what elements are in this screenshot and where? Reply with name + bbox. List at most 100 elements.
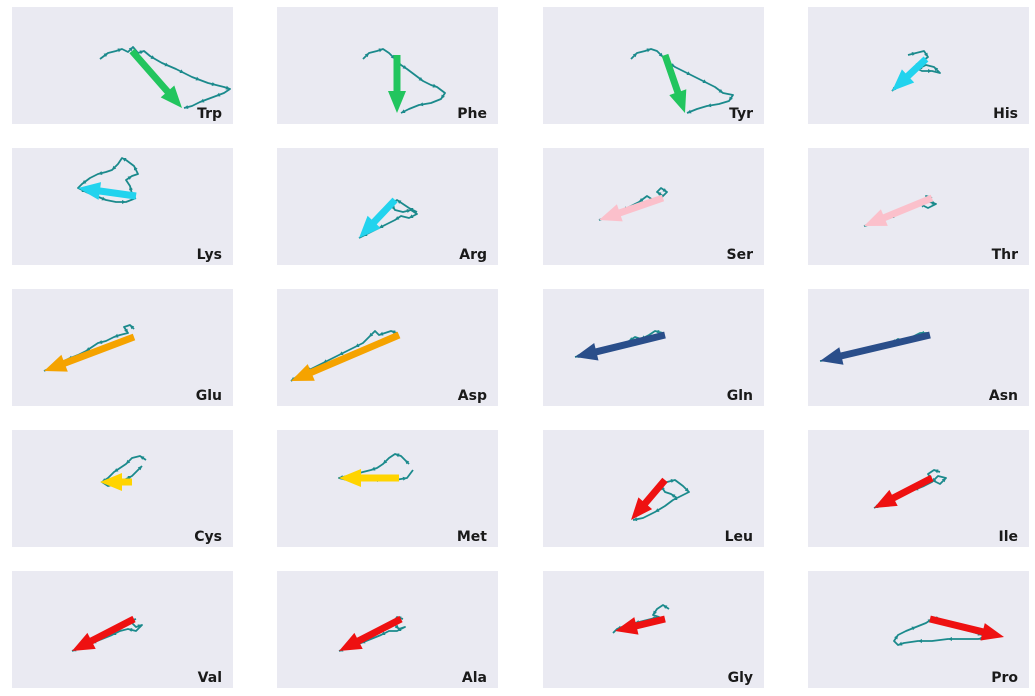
panel-his: His (808, 7, 1029, 124)
resultant-arrow (100, 473, 132, 491)
panel-ala: Ala (277, 571, 498, 688)
panel-plot (362, 48, 446, 114)
trace-arrowhead (948, 637, 952, 641)
trace-arrowhead (655, 330, 660, 334)
trace-arrowhead (646, 48, 651, 53)
panel-met: Met (277, 430, 498, 547)
panel-asp: Asp (277, 289, 498, 406)
trace-arrowhead (702, 79, 707, 83)
panel-plot (338, 453, 414, 487)
trace-arrowhead (402, 476, 407, 481)
trace-arrowhead (671, 494, 676, 498)
resultant-arrow (339, 615, 403, 651)
panel-plot (630, 48, 734, 114)
trace-arrowhead (150, 55, 155, 59)
panel-ile: Ile (808, 430, 1029, 547)
trace-arrowhead (179, 69, 184, 73)
panel-plot (574, 330, 666, 361)
panel-label: Asn (988, 388, 1018, 404)
panel-gln: Gln (543, 289, 764, 406)
trace-arrowhead (918, 639, 922, 643)
trace-arrowhead (112, 165, 117, 170)
panel-label: Trp (197, 106, 222, 122)
trace-arrowhead (729, 96, 733, 101)
trace-arrowhead (432, 83, 437, 88)
trace-arrowhead (395, 453, 400, 458)
panel-label: Asp (457, 388, 487, 404)
trace-arrowhead (140, 456, 145, 460)
trace-arrowhead (98, 171, 103, 175)
panel-plot (863, 194, 937, 227)
trace-arrowhead (379, 224, 384, 228)
resultant-arrow (575, 331, 666, 361)
trace-arrowhead (101, 196, 106, 201)
trace-arrowhead (391, 205, 395, 210)
panel-label: Glu (195, 388, 222, 404)
trace-arrowhead (164, 62, 169, 67)
panel-plot (358, 197, 418, 239)
trace-arrowhead (137, 624, 142, 629)
trace-arrowhead (103, 53, 108, 57)
resultant-arrow (291, 331, 401, 381)
trace-arrowhead (394, 624, 399, 629)
trace-arrowhead (419, 102, 424, 107)
panel-asn: Asn (808, 289, 1029, 406)
panel-phe: Phe (277, 7, 498, 124)
trace-arrowhead (718, 89, 723, 93)
trace-arrowhead (129, 186, 133, 191)
trace-arrowhead (686, 71, 691, 75)
trace-arrowhead (371, 466, 376, 471)
trace-arrowhead (663, 605, 668, 609)
resultant-arrow (129, 48, 182, 108)
trace-arrowhead (894, 635, 898, 640)
trace-arrowhead (339, 351, 344, 355)
trace-arrowhead (195, 76, 200, 81)
trace-arrowhead (225, 85, 230, 90)
panel-plot (99, 46, 231, 109)
trace-arrowhead (655, 508, 660, 512)
panel-label: Lys (196, 247, 222, 263)
trace-arrowhead (127, 476, 132, 480)
trace-arrowhead (112, 631, 117, 635)
resultant-arrow (631, 477, 668, 520)
resultant-arrow (661, 53, 687, 113)
trace-arrowhead (383, 459, 388, 464)
resultant-arrow (339, 469, 399, 487)
trace-arrowhead (114, 333, 119, 338)
panel-plot (71, 615, 143, 652)
trace-arrowhead (98, 340, 103, 344)
resultant-arrow (78, 182, 137, 200)
trace-arrowhead (687, 109, 692, 114)
panel-plot (100, 455, 147, 491)
panel-plot (338, 615, 406, 652)
trace-arrowhead (441, 94, 445, 99)
trace-arrowhead (323, 359, 328, 363)
trace-arrowhead (379, 331, 384, 336)
panel-label: Ser (726, 247, 753, 263)
panel-tyr: Tyr (543, 7, 764, 124)
panel-thr: Thr (808, 148, 1029, 265)
trace-arrowhead (355, 343, 360, 347)
panel-cys: Cys (12, 430, 233, 547)
resultant-arrow (388, 55, 406, 113)
trace-arrowhead (401, 109, 406, 113)
panel-plot (891, 50, 941, 92)
panel-plot (43, 324, 136, 372)
trace-arrowhead (122, 158, 127, 162)
panel-arg: Arg (277, 148, 498, 265)
trace-arrowhead (86, 347, 91, 351)
trace-arrowhead (395, 216, 400, 220)
trace-arrowhead (934, 469, 939, 474)
panel-label: Met (456, 529, 487, 545)
trace-arrowhead (653, 610, 657, 615)
panel-label: Gln (726, 388, 753, 404)
resultant-arrow (864, 194, 934, 226)
panel-label: Cys (194, 529, 222, 545)
panel-label: Thr (991, 247, 1018, 263)
panel-lys: Lys (12, 148, 233, 265)
panel-label: Arg (459, 247, 487, 263)
trace-arrowhead (134, 166, 138, 171)
panel-leu: Leu (543, 430, 764, 547)
trace-arrowhead (216, 92, 221, 97)
trace-arrowhead (117, 48, 122, 53)
